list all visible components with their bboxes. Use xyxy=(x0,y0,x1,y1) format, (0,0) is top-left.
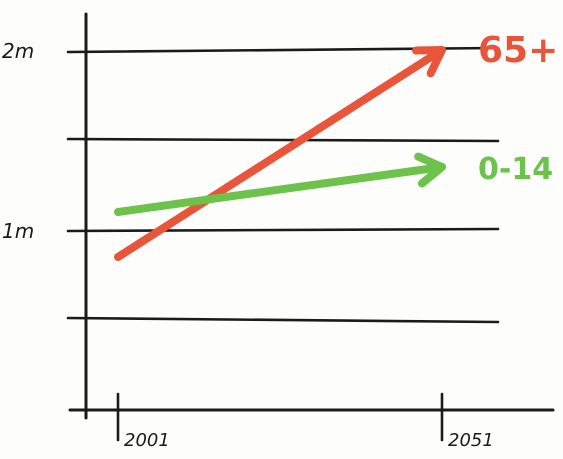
axes xyxy=(68,12,555,420)
gridline xyxy=(66,227,500,233)
x-tick-label: 2001 xyxy=(124,430,170,451)
series-layer: 65+ 0-14 xyxy=(114,30,558,261)
series-label-65: 65+ xyxy=(478,30,558,71)
gridline xyxy=(66,316,500,324)
series-arrowhead-0-14 xyxy=(414,152,446,188)
x-tick-label: 2051 xyxy=(448,430,494,451)
gridlines xyxy=(66,46,500,324)
gridline xyxy=(66,137,500,143)
x-ticks: 2001 2051 xyxy=(116,392,494,451)
y-ticks: 1m 2m xyxy=(2,39,34,243)
y-tick-label: 1m xyxy=(2,219,34,243)
series-arrowhead-65 xyxy=(412,46,446,78)
series-line-65 xyxy=(114,46,446,261)
series-line-0-14 xyxy=(114,163,446,216)
series-label-0-14: 0-14 xyxy=(478,152,553,187)
y-tick-label: 2m xyxy=(2,39,34,63)
